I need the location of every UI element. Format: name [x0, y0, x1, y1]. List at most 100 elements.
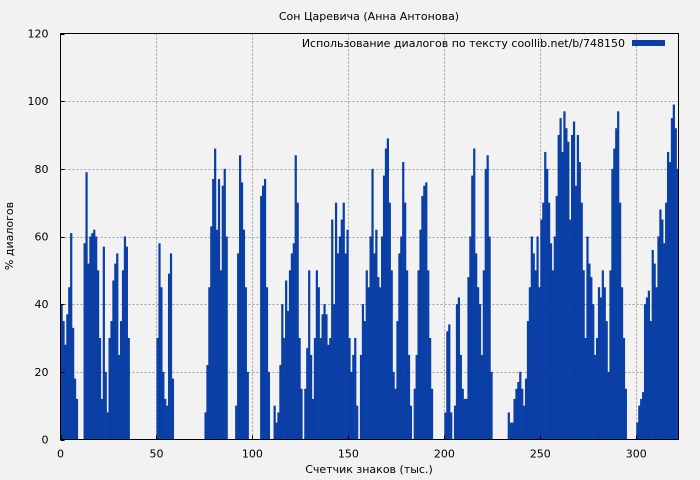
bar: [571, 135, 574, 440]
bar: [311, 398, 315, 440]
bar: [246, 371, 249, 440]
bar: [365, 270, 368, 440]
bar: [423, 185, 426, 440]
bar: [580, 202, 583, 440]
bar: [281, 304, 284, 440]
bar: [317, 287, 320, 440]
bar: [285, 280, 288, 440]
bar: [486, 155, 489, 440]
bar: [647, 290, 651, 440]
bar: [95, 236, 98, 440]
bar: [260, 195, 263, 440]
bar: [622, 338, 626, 440]
x-axis-label: Счетчик знаков (тыс.): [305, 463, 433, 476]
bar: [83, 243, 86, 440]
bar: [528, 287, 532, 440]
bar: [609, 270, 612, 440]
bar: [559, 118, 562, 440]
bar: [277, 412, 280, 440]
bar: [670, 118, 674, 440]
bar: [325, 314, 328, 440]
bar: [208, 287, 211, 440]
bar: [70, 233, 73, 440]
bar: [584, 338, 587, 440]
bar: [112, 280, 115, 440]
bar: [561, 151, 564, 440]
bar: [306, 348, 309, 440]
bar: [457, 297, 461, 440]
bar: [87, 263, 90, 440]
bar: [536, 236, 539, 440]
bar: [613, 148, 616, 440]
bar: [430, 388, 434, 440]
bar: [665, 202, 668, 440]
bar: [240, 182, 244, 440]
bar: [557, 135, 560, 440]
bar: [611, 168, 614, 440]
bar: [467, 277, 470, 440]
legend-label: Использование диалогов по тексту coollib…: [302, 37, 625, 50]
bar: [542, 202, 545, 440]
bar: [521, 388, 524, 440]
bar: [210, 226, 213, 440]
x-tick-label: 50: [149, 448, 163, 461]
bar: [469, 236, 472, 440]
bar: [73, 378, 77, 440]
bar: [615, 128, 618, 440]
bar: [484, 168, 487, 440]
bar: [212, 178, 215, 440]
bar: [572, 121, 576, 440]
bar: [569, 219, 572, 440]
bar: [465, 398, 468, 440]
bar: [555, 195, 558, 440]
bar: [672, 104, 675, 440]
bar: [377, 277, 380, 440]
bar: [296, 202, 299, 440]
bar: [404, 202, 407, 440]
bar: [620, 287, 624, 440]
bar: [574, 185, 578, 440]
bar: [576, 135, 579, 440]
bar: [263, 178, 267, 440]
bar: [674, 128, 677, 440]
bar: [509, 422, 512, 440]
bar: [427, 270, 430, 440]
bar: [517, 381, 520, 440]
bar: [354, 338, 357, 440]
bar: [657, 236, 660, 440]
bar: [292, 243, 295, 440]
bar: [547, 202, 551, 440]
bar: [310, 354, 313, 440]
bar: [215, 229, 219, 440]
bar: [586, 236, 589, 440]
bar: [334, 202, 338, 440]
bar: [624, 388, 627, 440]
bar: [162, 371, 165, 440]
bar: [367, 287, 370, 440]
bar: [288, 270, 292, 440]
bar: [459, 354, 462, 440]
bar: [519, 371, 522, 440]
bar: [676, 168, 679, 440]
bar: [166, 405, 169, 440]
bar: [473, 148, 476, 440]
y-tick-label: 100: [28, 95, 49, 108]
bar: [267, 371, 270, 440]
bar: [275, 422, 278, 440]
bar: [235, 405, 238, 440]
bar: [286, 310, 290, 440]
bar: [405, 270, 409, 440]
bar: [116, 253, 119, 440]
bar: [390, 270, 393, 440]
bar: [413, 388, 416, 440]
x-tick-label: 0: [57, 448, 64, 461]
bar: [66, 314, 69, 440]
y-tick-label: 40: [35, 298, 49, 311]
bar: [513, 398, 516, 440]
bar: [127, 338, 130, 440]
bar: [361, 304, 365, 440]
bar: [221, 185, 224, 440]
bar: [394, 388, 397, 440]
